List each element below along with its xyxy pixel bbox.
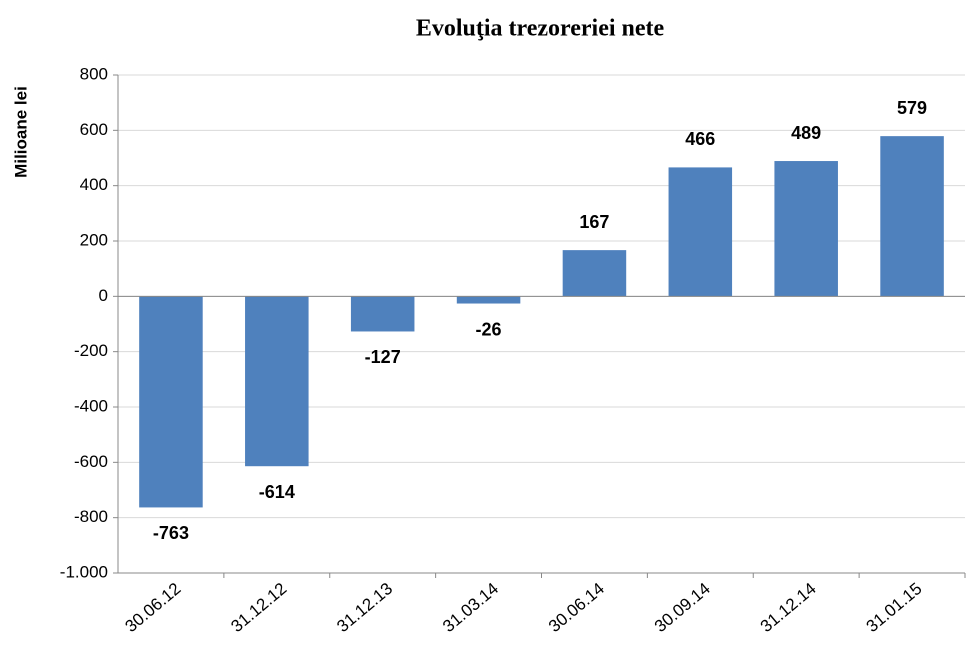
bar [350, 296, 415, 332]
bar [456, 296, 521, 304]
x-tick-label: 31.01.15 [863, 579, 926, 636]
data-label: 489 [791, 123, 821, 143]
y-tick-label: 200 [80, 230, 108, 249]
y-tick-label: 800 [80, 64, 108, 83]
y-tick-label: 600 [80, 120, 108, 139]
data-label: 579 [897, 98, 927, 118]
bar [562, 250, 627, 297]
y-tick-label: -600 [74, 452, 108, 471]
y-tick-label: -800 [74, 507, 108, 526]
data-label: -763 [153, 523, 189, 543]
x-tick-label: 30.09.14 [651, 579, 714, 636]
bar [668, 167, 733, 297]
y-tick-label: -1.000 [60, 562, 108, 581]
y-tick-label: 400 [80, 175, 108, 194]
y-tick-label: 0 [99, 286, 108, 305]
y-axis-label: Milioane lei [11, 86, 30, 178]
bar [245, 296, 309, 467]
bar [139, 296, 203, 508]
y-tick-label: -400 [74, 396, 108, 415]
data-label: -614 [259, 482, 295, 502]
y-tick-label: -200 [74, 341, 108, 360]
data-label: -127 [365, 347, 401, 367]
data-label: -26 [476, 319, 502, 339]
x-tick-label: 31.12.13 [333, 579, 396, 636]
data-label: 167 [579, 212, 609, 232]
x-tick-label: 31.12.12 [227, 579, 290, 636]
x-tick-label: 31.12.14 [757, 579, 820, 636]
x-tick-label: 30.06.14 [545, 579, 608, 636]
x-tick-label: 31.03.14 [439, 579, 502, 636]
chart-title: Evoluţia trezoreriei nete [416, 16, 665, 42]
bar [880, 136, 944, 297]
bar [774, 161, 838, 297]
x-tick-label: 30.06.12 [121, 579, 184, 636]
data-label: 466 [685, 129, 715, 149]
